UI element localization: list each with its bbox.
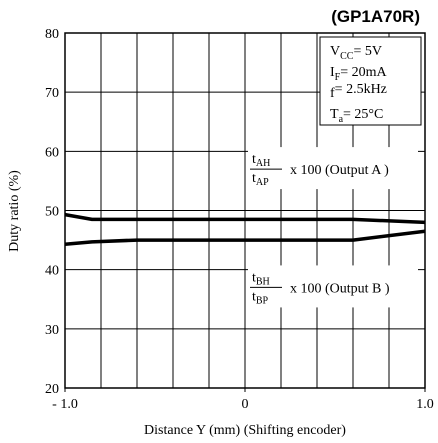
x-tick-label: 0 bbox=[242, 397, 249, 412]
y-tick-label: 80 bbox=[45, 27, 59, 42]
condition: f= 2.5kHz bbox=[330, 82, 387, 101]
condition-value: = 5V bbox=[353, 44, 382, 59]
condition-value: = 25°C bbox=[343, 107, 383, 122]
numerator: t bbox=[252, 152, 256, 167]
condition-sub: CC bbox=[340, 51, 354, 62]
x-axis-label: Distance Y (mm) (Shifting encoder) bbox=[144, 423, 346, 438]
x-tick-label: - 1.0 bbox=[52, 397, 78, 412]
condition-symbol: I bbox=[330, 65, 335, 80]
y-tick-label: 20 bbox=[45, 382, 59, 397]
denominator-sub: AP bbox=[256, 177, 269, 188]
y-tick-label: 30 bbox=[45, 323, 59, 338]
condition-value: = 20mA bbox=[340, 65, 387, 80]
denominator: t bbox=[252, 289, 256, 304]
annotation-bg bbox=[248, 265, 418, 308]
data-line bbox=[64, 229, 426, 246]
condition-symbol: V bbox=[330, 44, 340, 59]
y-tick-label: 70 bbox=[45, 86, 59, 101]
conditions-box bbox=[319, 36, 422, 126]
chart-subtitle: (GP1A70R) bbox=[331, 7, 420, 26]
y-tick-label: 60 bbox=[45, 145, 59, 160]
plot-frame bbox=[64, 32, 426, 389]
numerator: t bbox=[252, 270, 256, 285]
annotation-text: x 100 (Output A ) bbox=[290, 163, 389, 178]
y-tick-label: 40 bbox=[45, 264, 59, 279]
annotation-text: x 100 (Output B ) bbox=[290, 281, 390, 296]
data-line bbox=[64, 212, 426, 225]
annotation-bg bbox=[248, 147, 418, 190]
condition: VCC= 5V bbox=[330, 44, 382, 62]
condition-symbol: T bbox=[330, 107, 339, 122]
y-axis-label: Duty ratio (%) bbox=[7, 170, 22, 252]
y-tick-label: 50 bbox=[45, 205, 59, 220]
fraction-denominator: tAP bbox=[252, 171, 269, 188]
numerator-sub: BH bbox=[256, 276, 270, 287]
x-tick-label: 1.0 bbox=[416, 397, 434, 412]
fraction-numerator: tBH bbox=[252, 270, 270, 287]
denominator: t bbox=[252, 171, 256, 186]
fraction-numerator: tAH bbox=[252, 152, 270, 169]
condition-sub: a bbox=[339, 114, 344, 125]
condition-symbol: f bbox=[330, 86, 335, 101]
condition-value: = 2.5kHz bbox=[335, 82, 387, 97]
denominator-sub: BP bbox=[256, 295, 269, 306]
numerator-sub: AH bbox=[256, 158, 270, 169]
condition: IF= 20mA bbox=[330, 65, 388, 83]
condition: Ta= 25°C bbox=[330, 107, 383, 125]
condition-sub: F bbox=[335, 72, 341, 83]
fraction-denominator: tBP bbox=[252, 289, 269, 306]
